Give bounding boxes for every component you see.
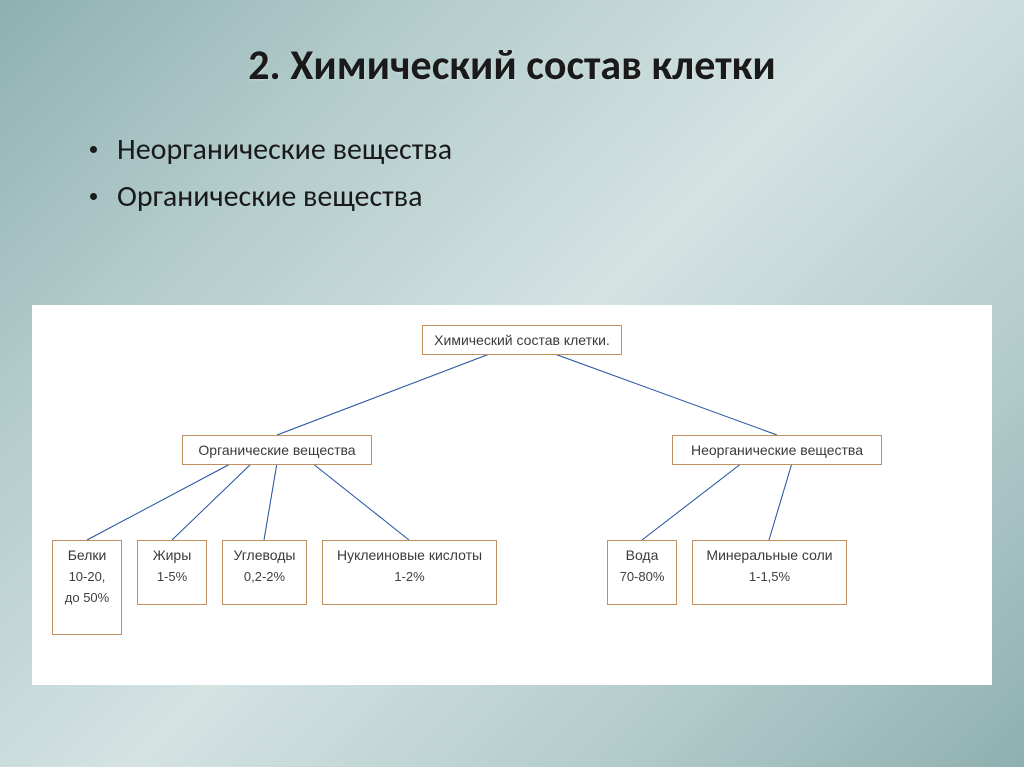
bullet-text: Неорганические вещества (117, 131, 452, 168)
connector-lines (32, 305, 992, 685)
node-percent: 1-5% (148, 569, 196, 584)
node-carbs: Углеводы 0,2-2% (222, 540, 307, 605)
node-label: Вода (618, 547, 666, 563)
node-label: Белки (63, 547, 111, 563)
node-label: Органические вещества (198, 442, 355, 458)
bullet-list: Неорганические вещества Органические вещ… (90, 131, 964, 215)
node-label: Нуклеиновые кислоты (333, 547, 486, 563)
node-water: Вода 70-80% (607, 540, 677, 605)
node-label: Неорганические вещества (691, 442, 863, 458)
bullet-dot-icon (90, 193, 97, 200)
node-inorganic: Неорганические вещества (672, 435, 882, 465)
node-label: Химический состав клетки. (434, 332, 610, 348)
node-percent: 70-80% (618, 569, 666, 584)
node-label: Жиры (148, 547, 196, 563)
hierarchy-diagram: Химический состав клетки. Органические в… (32, 305, 992, 685)
node-percent: 10-20, (63, 569, 111, 584)
node-nucleic: Нуклеиновые кислоты 1-2% (322, 540, 497, 605)
node-organic: Органические вещества (182, 435, 372, 465)
bullet-text: Органические вещества (117, 178, 423, 215)
node-salts: Минеральные соли 1-1,5% (692, 540, 847, 605)
node-proteins: Белки 10-20, до 50% (52, 540, 122, 635)
node-fats: Жиры 1-5% (137, 540, 207, 605)
node-root: Химический состав клетки. (422, 325, 622, 355)
bullet-item: Неорганические вещества (90, 131, 964, 168)
node-label: Углеводы (233, 547, 296, 563)
node-percent: 1-2% (333, 569, 486, 584)
slide-title: 2. Химический состав клетки (60, 40, 964, 91)
bullet-dot-icon (90, 146, 97, 153)
node-percent: 0,2-2% (233, 569, 296, 584)
node-label: Минеральные соли (703, 547, 836, 563)
bullet-item: Органические вещества (90, 178, 964, 215)
node-percent: 1-1,5% (703, 569, 836, 584)
node-percent: до 50% (63, 590, 111, 605)
